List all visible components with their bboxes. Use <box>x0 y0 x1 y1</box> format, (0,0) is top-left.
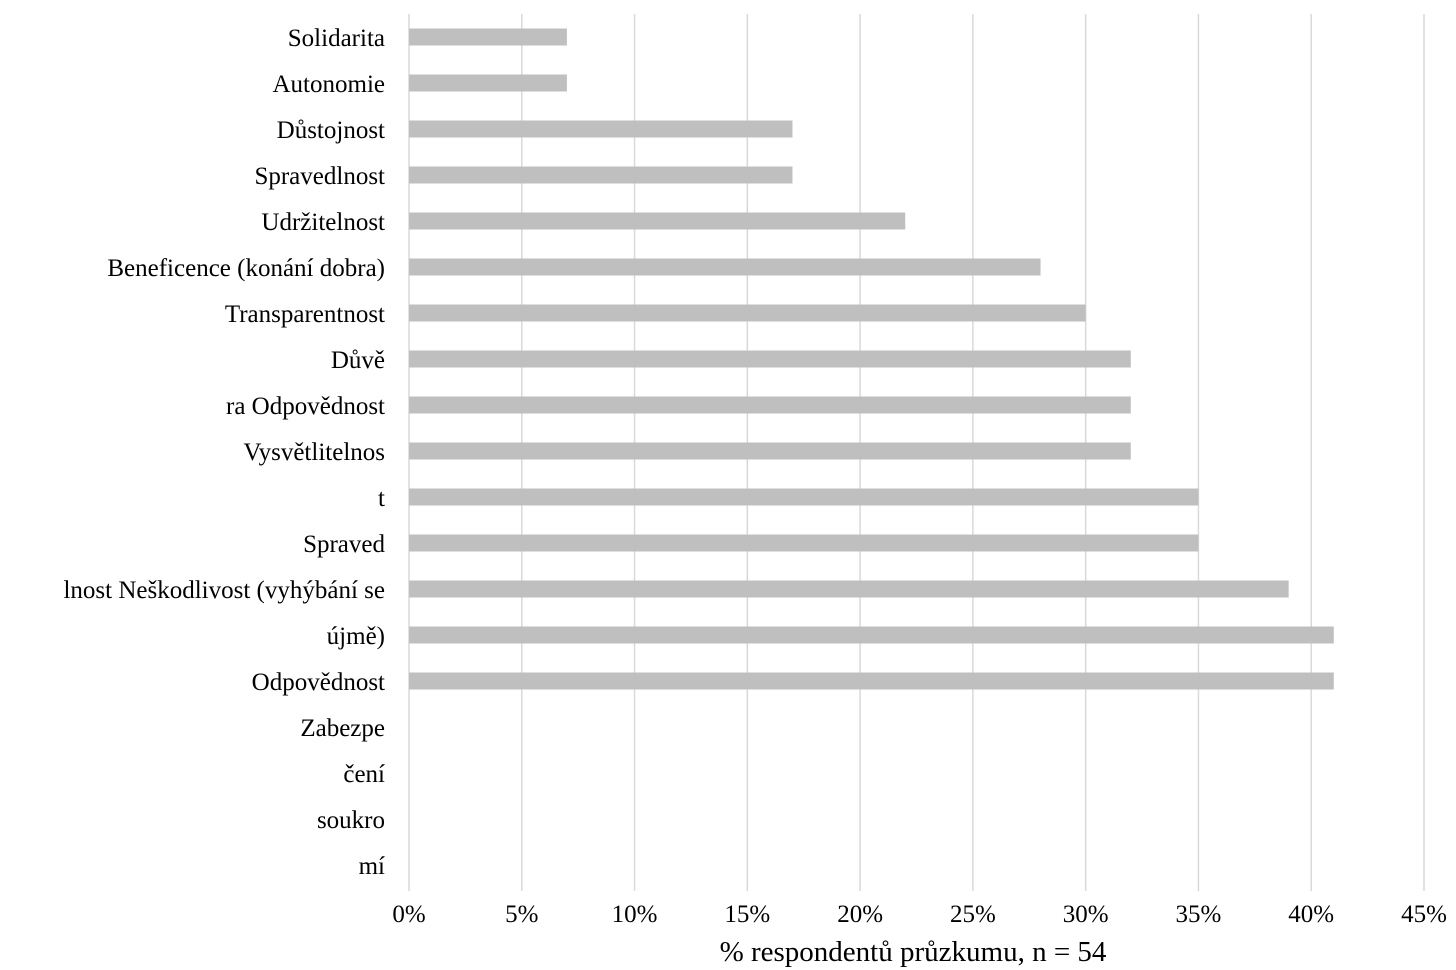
category-label: Důstojnost <box>277 117 385 144</box>
category-label: ra Odpovědnost <box>226 393 385 420</box>
category-label: Vysvětlitelnos <box>243 439 385 466</box>
category-label: újmě) <box>327 623 385 650</box>
category-labels: SolidaritaAutonomieDůstojnostSpravedlnos… <box>63 25 385 880</box>
x-tick-label: 40% <box>1288 901 1334 928</box>
category-label: Důvě <box>331 347 385 374</box>
bar <box>409 74 567 92</box>
category-label: Autonomie <box>273 71 386 98</box>
bar <box>409 304 1086 322</box>
x-tick-label: 45% <box>1401 901 1447 928</box>
x-tick-label: 30% <box>1063 901 1109 928</box>
x-tick-label: 10% <box>612 901 658 928</box>
bar <box>409 580 1289 598</box>
bar <box>409 488 1199 506</box>
category-label: Spravedlnost <box>254 163 385 190</box>
bar <box>409 672 1334 690</box>
x-axis-title: % respondentů průzkumu, n = 54 <box>720 936 1107 968</box>
category-label: Udržitelnost <box>261 209 385 236</box>
bar <box>409 534 1199 552</box>
bars <box>409 28 1334 690</box>
category-label: čení <box>343 761 385 788</box>
bar <box>409 350 1131 368</box>
bar <box>409 166 793 184</box>
category-label: lnost Neškodlivost (vyhýbání se <box>63 577 385 604</box>
x-tick-label: 25% <box>950 901 996 928</box>
x-tick-label: 15% <box>724 901 770 928</box>
x-tick-label: 35% <box>1176 901 1222 928</box>
bar <box>409 258 1041 276</box>
x-tick-label: 20% <box>837 901 883 928</box>
bar <box>409 120 793 138</box>
category-label: Odpovědnost <box>252 669 385 696</box>
bar <box>409 396 1131 414</box>
category-label: Zabezpe <box>300 715 385 742</box>
x-tick-labels: 0% 5% 10% 15% 20% 25% 30% 35% 40% 45% <box>392 901 1447 928</box>
category-label: mí <box>359 853 385 880</box>
x-tick-label: 0% <box>392 901 425 928</box>
category-label: soukro <box>317 807 385 834</box>
category-label: Spraved <box>303 531 385 558</box>
category-label: Solidarita <box>288 25 385 52</box>
category-label: t <box>378 485 385 512</box>
bar <box>409 28 567 46</box>
bar <box>409 442 1131 460</box>
bar <box>409 212 906 230</box>
category-label: Beneficence (konání dobra) <box>107 255 385 282</box>
category-label: Transparentnost <box>225 301 385 328</box>
x-tick-label: 5% <box>505 901 538 928</box>
bar <box>409 626 1334 644</box>
